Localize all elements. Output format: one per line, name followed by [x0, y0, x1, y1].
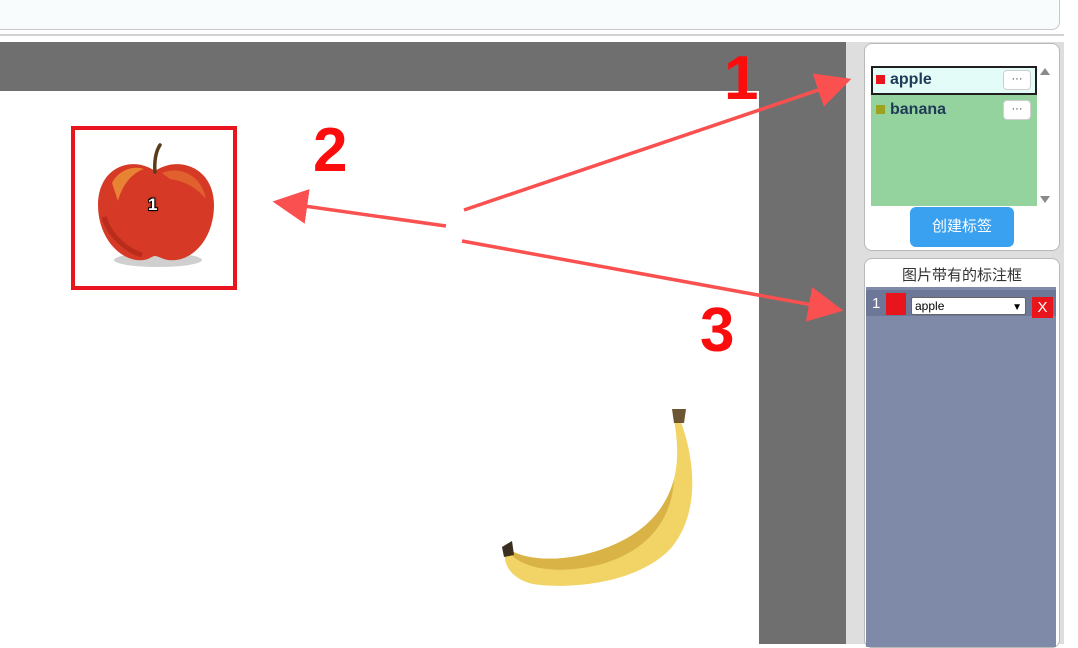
bbox-row[interactable]: 1 apple ▼ X	[866, 290, 1056, 318]
label-name: banana	[890, 101, 947, 118]
bbox-label-select-value: apple	[915, 299, 945, 313]
label-color-swatch	[876, 105, 885, 114]
more-options-button[interactable]: ···	[1003, 100, 1031, 120]
create-label-button[interactable]: 创建标签	[910, 207, 1014, 247]
banana-image	[502, 409, 693, 586]
bounding-box-apple[interactable]	[71, 126, 237, 290]
callout-number-3: 3	[700, 296, 735, 365]
bbox-row-index: 1	[872, 295, 881, 312]
arrow-to-bbox-list	[461, 239, 844, 322]
chevron-down-icon: ▼	[1012, 302, 1022, 313]
arrow-to-bounding-box	[272, 189, 447, 228]
scroll-up-icon[interactable]	[1040, 68, 1050, 75]
page-edge	[1064, 0, 1078, 644]
bbox-panel-title: 图片带有的标注框	[901, 267, 1022, 284]
top-toolbar	[0, 0, 1060, 30]
bbox-label-select[interactable]: apple ▼	[911, 297, 1026, 315]
callout-number-1: 1	[724, 44, 759, 113]
apple-image	[98, 143, 214, 267]
more-options-button[interactable]: ···	[1003, 70, 1031, 90]
label-list[interactable]: apple ··· banana ···	[871, 66, 1037, 206]
label-name: apple	[890, 71, 932, 88]
callout-number-2: 2	[313, 116, 348, 185]
bbox-list: 1 apple ▼ X	[866, 287, 1056, 647]
arrow-to-label-list	[463, 73, 852, 212]
bounding-box-number: 1	[148, 195, 158, 214]
scroll-down-icon[interactable]	[1040, 196, 1050, 203]
image-canvas[interactable]: 1	[0, 91, 759, 644]
delete-bbox-button[interactable]: X	[1032, 297, 1053, 318]
bbox-row-color	[886, 293, 906, 315]
label-item-banana[interactable]: banana ···	[871, 96, 1037, 125]
toolbar-divider	[0, 34, 1064, 36]
label-color-swatch	[876, 75, 885, 84]
label-item-apple[interactable]: apple ···	[871, 66, 1037, 95]
